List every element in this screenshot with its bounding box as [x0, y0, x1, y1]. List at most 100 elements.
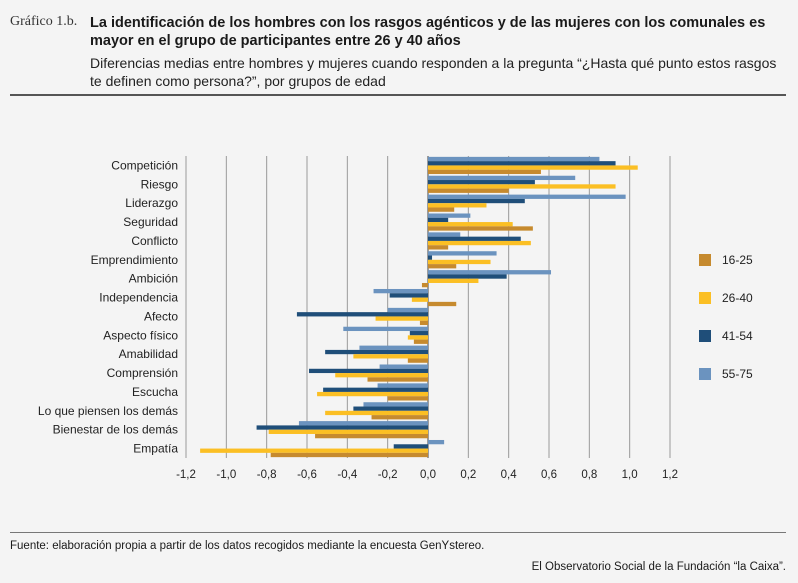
- bar-41-54: [428, 180, 535, 185]
- bar-41-54: [428, 217, 449, 223]
- legend-label-55-75: 55-75: [722, 367, 753, 381]
- bar-26-40: [325, 410, 428, 416]
- bar-55-75: [373, 288, 428, 294]
- bar-26-40: [375, 316, 428, 321]
- bar-55-75: [359, 345, 428, 350]
- source-note: Fuente: elaboración propia a partir de l…: [10, 540, 485, 552]
- x-tick-label: -1,0: [216, 469, 236, 481]
- bar-16-25: [428, 245, 449, 250]
- bar-41-54: [323, 387, 428, 392]
- category-label: Seguridad: [123, 215, 178, 229]
- bar-16-25: [421, 282, 428, 288]
- bar-16-25: [270, 452, 428, 458]
- legend-label-26-40: 26-40: [722, 291, 753, 305]
- category-label: Ambición: [129, 272, 178, 286]
- category-label: Independencia: [99, 291, 178, 305]
- bar-chart: -1,2 -1,0 -0,8 -0,6 -0,4 -0,2 0,0 0,2 0,4 0,6 0,8 1…: [38, 156, 753, 481]
- category-label: Emprendimiento: [91, 253, 179, 267]
- bar-55-75: [363, 402, 428, 407]
- bar-16-25: [428, 207, 455, 212]
- bar-16-25: [315, 433, 428, 439]
- bar-55-75: [428, 439, 445, 445]
- x-tick-label: 0,6: [541, 469, 557, 481]
- bar-55-75: [343, 326, 428, 332]
- bar-41-54: [353, 406, 428, 411]
- x-tick-label: -0,4: [337, 469, 357, 481]
- category-label: Amabilidad: [119, 347, 178, 361]
- bar-41-54: [428, 255, 433, 260]
- bar-41-54: [428, 236, 521, 241]
- chart-subtitle: Diferencias medias entre hombres y mujer…: [90, 55, 777, 89]
- bar-16-25: [407, 358, 428, 363]
- bar-41-54: [428, 198, 525, 204]
- x-tick-label: -0,2: [378, 469, 398, 481]
- bar-16-25: [428, 226, 533, 231]
- category-label: Afecto: [144, 309, 178, 323]
- bar-26-40: [428, 165, 638, 170]
- bar-26-40: [428, 203, 487, 208]
- credit-note: El Observatorio Social de la Fundación “…: [531, 561, 786, 573]
- bar-26-40: [317, 391, 428, 397]
- header-divider: [10, 94, 786, 96]
- category-label: Competición: [111, 158, 178, 172]
- category-label: Empatía: [133, 442, 178, 456]
- x-tick-label: 0,2: [460, 469, 476, 481]
- bar-16-25: [367, 377, 428, 382]
- x-tick-label: 0,8: [581, 469, 597, 481]
- bar-55-75: [428, 270, 552, 275]
- bar-55-75: [428, 156, 600, 162]
- x-tick-label: -1,2: [176, 469, 196, 481]
- bar-41-54: [325, 349, 428, 355]
- bar-26-40: [411, 297, 428, 302]
- category-label: Riesgo: [141, 177, 179, 191]
- bar-26-40: [407, 335, 428, 340]
- footer-divider: [10, 532, 786, 533]
- bar-26-40: [353, 354, 428, 359]
- bar-41-54: [389, 293, 428, 298]
- bar-16-25: [413, 339, 428, 344]
- bar-26-40: [200, 448, 428, 453]
- legend-swatch-16-25: [699, 254, 711, 266]
- bar-55-75: [428, 175, 576, 181]
- category-label: Lo que piensen los demás: [38, 404, 178, 418]
- figure-label: Gráfico 1.b.: [10, 14, 78, 29]
- category-label: Aspecto físico: [103, 328, 178, 342]
- bar-16-25: [371, 415, 428, 420]
- bar-16-25: [428, 264, 457, 269]
- bar-26-40: [428, 240, 531, 246]
- bar-55-75: [377, 383, 428, 388]
- bar-55-75: [428, 251, 497, 256]
- bar-55-75: [298, 421, 428, 426]
- category-label: Bienestar de los demás: [53, 423, 178, 437]
- bar-16-25: [428, 188, 509, 193]
- bar-55-75: [379, 364, 428, 369]
- bar-26-40: [428, 259, 491, 265]
- x-tick-label: -0,8: [257, 469, 277, 481]
- legend-swatch-26-40: [699, 292, 711, 304]
- chart-title: La identificación de los hombres con los…: [90, 15, 766, 49]
- x-tick-label: 0,4: [501, 469, 518, 481]
- bar-16-25: [428, 169, 541, 175]
- x-tick-label: -0,6: [297, 469, 317, 481]
- bar-41-54: [256, 425, 428, 430]
- legend-swatch-55-75: [699, 368, 711, 380]
- x-tick-label: 1,0: [622, 469, 638, 481]
- bar-41-54: [428, 161, 616, 166]
- category-label: Escucha: [132, 385, 178, 399]
- x-tick-label: 0,0: [420, 469, 436, 481]
- bar-41-54: [309, 368, 428, 374]
- bar-41-54: [409, 331, 428, 336]
- bar-55-75: [428, 232, 461, 237]
- bar-55-75: [428, 213, 471, 218]
- bar-41-54: [296, 312, 428, 317]
- bar-16-25: [428, 301, 457, 307]
- legend-swatch-41-54: [699, 330, 711, 342]
- legend-label-41-54: 41-54: [722, 329, 753, 343]
- bar-55-75: [428, 194, 626, 199]
- bar-26-40: [428, 278, 479, 283]
- x-tick-label: 1,2: [662, 469, 678, 481]
- bar-41-54: [393, 444, 428, 449]
- bar-26-40: [428, 222, 513, 227]
- bar-26-40: [428, 184, 616, 189]
- bar-55-75: [387, 307, 428, 313]
